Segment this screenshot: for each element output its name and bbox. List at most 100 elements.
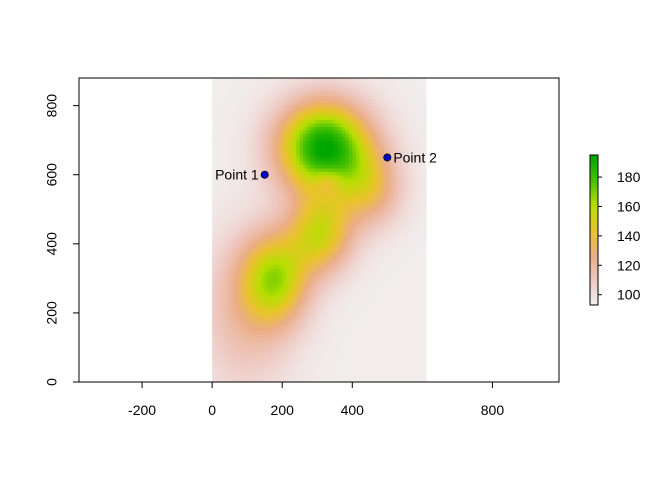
raster-cell xyxy=(359,316,364,321)
raster-cell xyxy=(369,364,374,369)
raster-cell xyxy=(345,105,350,110)
raster-cell xyxy=(390,212,395,217)
raster-cell xyxy=(275,188,280,193)
raster-cell xyxy=(404,174,409,179)
raster-cell xyxy=(408,150,413,155)
raster-cell xyxy=(222,337,227,342)
raster-cell xyxy=(243,160,248,165)
raster-cell xyxy=(299,174,304,179)
raster-cell xyxy=(296,368,301,373)
raster-cell xyxy=(240,160,245,165)
raster-cell xyxy=(285,147,290,152)
raster-cell xyxy=(212,216,217,221)
raster-cell xyxy=(215,361,220,366)
raster-cell xyxy=(303,133,308,138)
raster-cell xyxy=(219,198,224,203)
raster-cell xyxy=(355,250,360,255)
raster-cell xyxy=(331,333,336,338)
raster-cell xyxy=(278,81,283,86)
raster-cell xyxy=(212,126,217,131)
raster-cell xyxy=(261,223,266,228)
raster-cell xyxy=(355,306,360,311)
raster-cell xyxy=(376,240,381,245)
raster-cell xyxy=(327,160,332,165)
raster-cell xyxy=(408,198,413,203)
raster-cell xyxy=(306,195,311,200)
raster-cell xyxy=(380,240,385,245)
raster-cell xyxy=(264,261,269,266)
raster-cell xyxy=(380,306,385,311)
raster-cell xyxy=(254,357,259,362)
raster-cell xyxy=(369,274,374,279)
raster-cell xyxy=(219,361,224,366)
raster-cell xyxy=(292,119,297,124)
raster-cell xyxy=(278,292,283,297)
raster-cell xyxy=(394,344,399,349)
raster-cell xyxy=(390,195,395,200)
raster-cell xyxy=(292,344,297,349)
raster-cell xyxy=(408,295,413,300)
raster-cell xyxy=(250,357,255,362)
raster-cell xyxy=(320,271,325,276)
raster-cell xyxy=(366,157,371,162)
raster-cell xyxy=(394,361,399,366)
raster-cell xyxy=(212,240,217,245)
raster-cell xyxy=(404,147,409,152)
raster-cell xyxy=(212,98,217,103)
raster-cell xyxy=(345,223,350,228)
raster-cell xyxy=(254,119,259,124)
raster-cell xyxy=(366,129,371,134)
raster-cell xyxy=(352,254,357,259)
raster-cell xyxy=(233,243,238,248)
raster-cell xyxy=(317,361,322,366)
raster-cell xyxy=(348,330,353,335)
raster-cell xyxy=(268,129,273,134)
raster-cell xyxy=(282,306,287,311)
raster-cell xyxy=(271,192,276,197)
raster-cell xyxy=(390,198,395,203)
raster-cell xyxy=(212,344,217,349)
raster-cell xyxy=(345,333,350,338)
raster-cell xyxy=(282,129,287,134)
raster-cell xyxy=(383,302,388,307)
raster-cell xyxy=(404,247,409,252)
raster-cell xyxy=(278,309,283,314)
raster-cell xyxy=(282,375,287,380)
raster-cell xyxy=(366,337,371,342)
raster-cell xyxy=(240,84,245,89)
raster-cell xyxy=(299,344,304,349)
raster-cell xyxy=(404,326,409,331)
raster-cell xyxy=(320,312,325,317)
raster-cell xyxy=(313,333,318,338)
raster-cell xyxy=(299,230,304,235)
raster-cell xyxy=(236,136,241,141)
raster-cell xyxy=(226,312,231,317)
raster-cell xyxy=(289,122,294,127)
raster-cell xyxy=(401,236,406,241)
raster-cell xyxy=(215,216,220,221)
raster-cell xyxy=(303,257,308,262)
raster-cell xyxy=(289,195,294,200)
raster-cell xyxy=(320,181,325,186)
raster-cell xyxy=(369,243,374,248)
raster-cell xyxy=(250,285,255,290)
raster-cell xyxy=(390,281,395,286)
raster-cell xyxy=(376,91,381,96)
raster-cell xyxy=(345,78,350,83)
raster-cell xyxy=(299,219,304,224)
raster-cell xyxy=(271,292,276,297)
raster-cell xyxy=(341,316,346,321)
raster-cell xyxy=(236,157,241,162)
raster-cell xyxy=(401,91,406,96)
raster-cell xyxy=(352,354,357,359)
raster-cell xyxy=(317,160,322,165)
raster-cell xyxy=(236,337,241,342)
raster-cell xyxy=(257,268,262,273)
raster-cell xyxy=(240,281,245,286)
raster-cell xyxy=(247,306,252,311)
raster-cell xyxy=(247,230,252,235)
raster-cell xyxy=(313,281,318,286)
raster-cell xyxy=(369,116,374,121)
raster-cell xyxy=(247,326,252,331)
raster-cell xyxy=(338,344,343,349)
